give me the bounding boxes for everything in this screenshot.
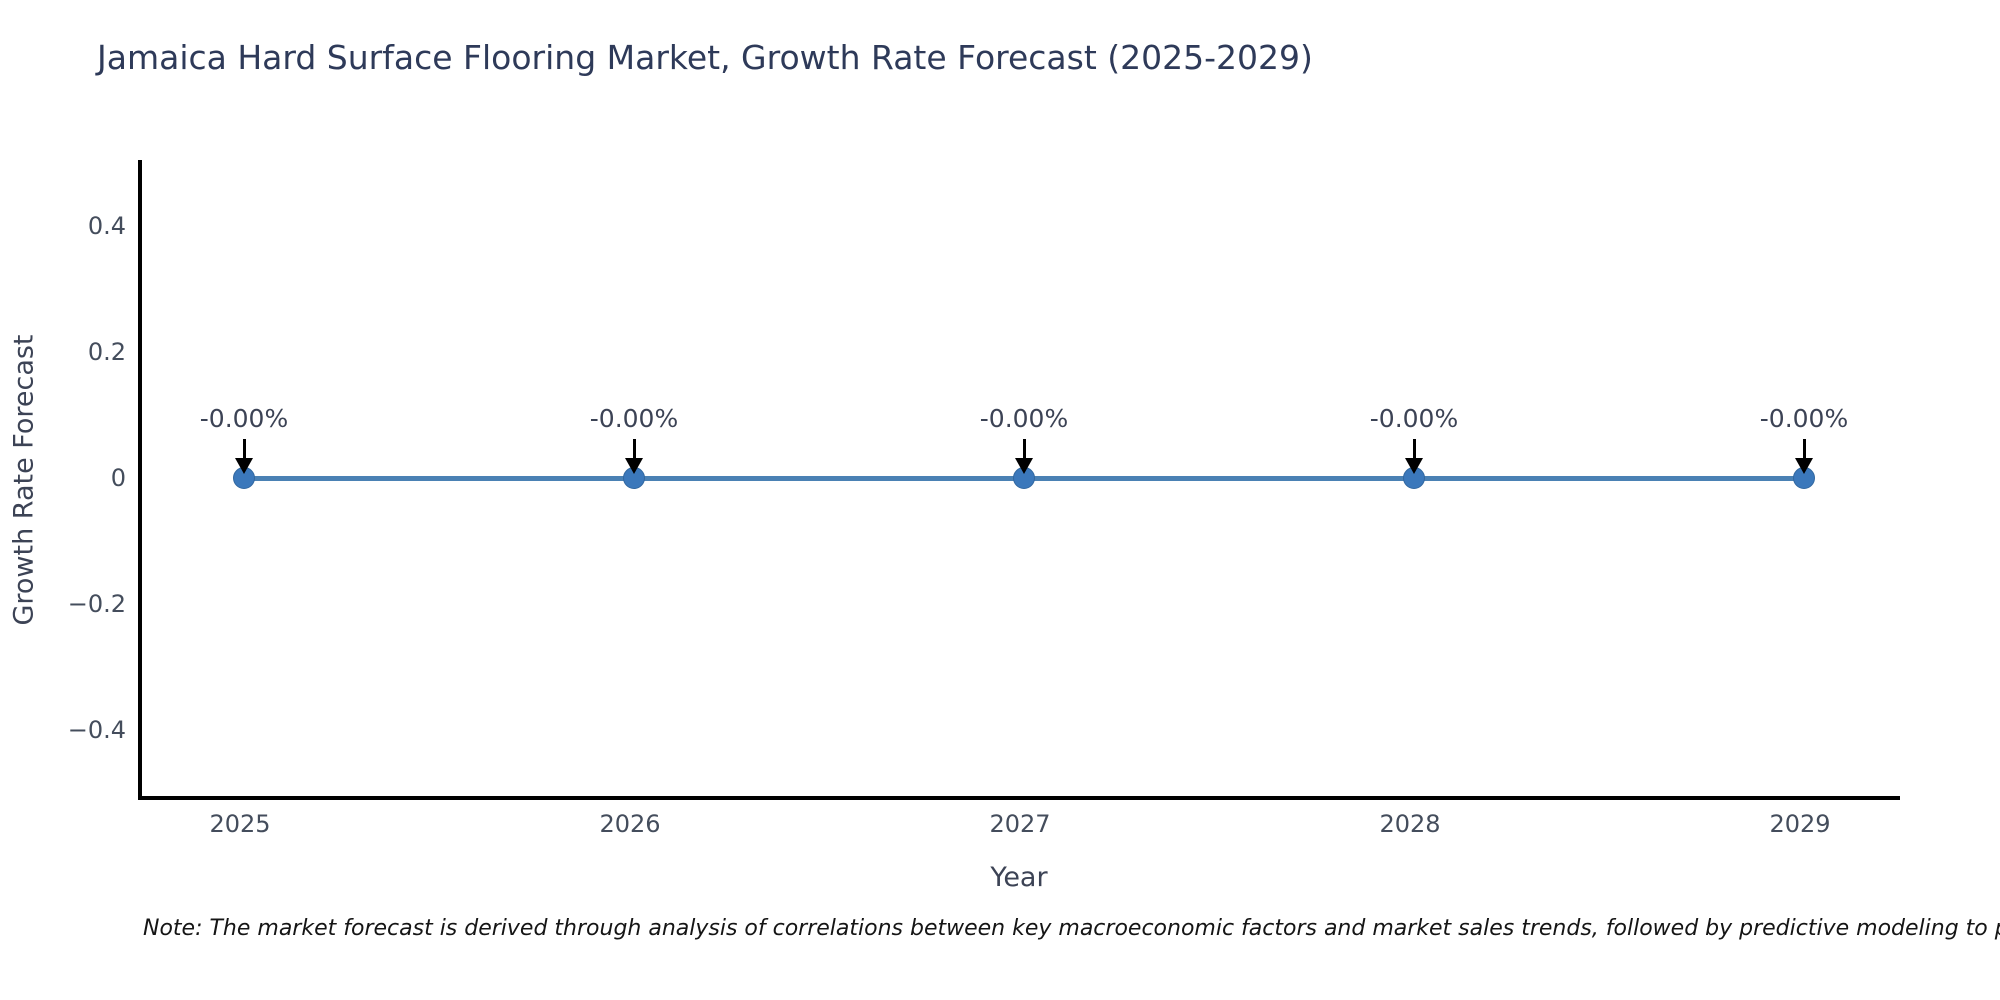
annotation-label: -0.00% (1369, 404, 1459, 433)
annotation-label: -0.00% (199, 404, 289, 433)
annotation-arrow-shaft (1802, 439, 1806, 460)
x-tick-label: 2029 (1769, 810, 1831, 838)
x-tick-label: 2025 (209, 810, 271, 838)
annotation-arrow-shaft (1412, 439, 1416, 460)
annotation-label: -0.00% (1759, 404, 1849, 433)
y-tick-label: 0.4 (87, 212, 126, 240)
x-tick-label: 2028 (1379, 810, 1441, 838)
annotation-label: -0.00% (589, 404, 679, 433)
footnote: Note: The market forecast is derived thr… (143, 916, 2000, 941)
annotation-arrow-shaft (1022, 439, 1026, 460)
annotation-arrow-icon (1405, 458, 1423, 474)
x-tick-label: 2027 (989, 810, 1051, 838)
y-tick-label: 0.2 (87, 338, 126, 366)
annotation-arrow-icon (1015, 458, 1033, 474)
annotation-arrow-icon (625, 458, 643, 474)
plot-area: -0.00% -0.00% -0.00% -0.00% -0.00% (138, 160, 1900, 800)
annotation-arrow-icon (1795, 458, 1813, 474)
y-tick-label: −0.4 (67, 716, 126, 744)
x-axis-title: Year (990, 862, 1048, 893)
y-tick-label: 0 (110, 464, 126, 492)
x-tick-label: 2026 (599, 810, 661, 838)
y-tick-label: −0.2 (67, 590, 126, 618)
annotation-arrow-shaft (632, 439, 636, 460)
annotation-arrow-icon (235, 458, 253, 474)
chart-title: Jamaica Hard Surface Flooring Market, Gr… (97, 38, 1313, 77)
annotation-label: -0.00% (979, 404, 1069, 433)
annotation-arrow-shaft (242, 439, 246, 460)
